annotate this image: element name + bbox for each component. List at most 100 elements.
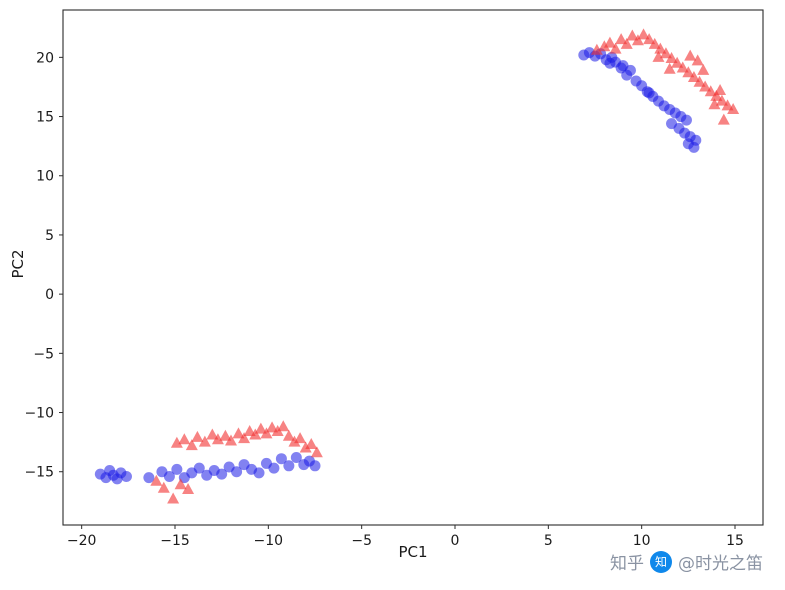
data-point-triangle xyxy=(615,33,628,45)
data-point-triangle xyxy=(294,432,307,444)
data-point-circle xyxy=(231,466,243,478)
x-tick-label: 0 xyxy=(451,533,460,549)
data-point-triangle xyxy=(717,113,730,125)
data-point-triangle xyxy=(282,429,295,441)
data-point-triangle xyxy=(170,436,183,448)
y-tick-label: −5 xyxy=(33,346,54,362)
x-tick-label: −5 xyxy=(351,533,372,549)
data-point-triangle xyxy=(157,481,170,493)
data-point-triangle xyxy=(225,434,237,446)
data-point-triangle xyxy=(727,102,740,114)
data-point-triangle xyxy=(243,424,256,436)
y-tick-label: −10 xyxy=(24,406,54,422)
data-point-triangle xyxy=(174,478,187,490)
y-tick-label: 10 xyxy=(36,169,54,185)
y-tick-label: −15 xyxy=(24,465,54,481)
data-point-circle xyxy=(171,463,183,475)
data-point-triangle xyxy=(310,446,323,458)
x-axis-label: PC1 xyxy=(398,543,428,561)
data-point-circle xyxy=(253,467,265,479)
data-point-circle xyxy=(283,460,295,472)
zhihu-logo-glyph: 知 xyxy=(654,554,667,569)
data-point-triangle xyxy=(663,62,676,74)
data-point-triangle xyxy=(305,437,318,449)
x-tick-label: −15 xyxy=(160,533,190,549)
data-point-circle xyxy=(604,57,616,69)
y-tick-label: 20 xyxy=(36,50,54,66)
data-point-triangle xyxy=(198,435,211,447)
data-point-triangle xyxy=(206,428,219,440)
data-point-triangle xyxy=(249,428,262,440)
data-point-triangle xyxy=(643,33,656,45)
data-point-triangle xyxy=(191,430,204,442)
watermark-prefix: 知乎 xyxy=(610,554,644,574)
data-point-circle xyxy=(643,87,655,99)
data-point-circle xyxy=(666,118,678,130)
data-point-triangle xyxy=(609,42,622,54)
data-point-triangle xyxy=(659,47,672,59)
data-point-triangle xyxy=(631,34,644,46)
data-point-circle xyxy=(193,462,205,474)
data-point-triangle xyxy=(637,28,650,40)
data-point-triangle xyxy=(603,36,616,48)
data-point-triangle xyxy=(626,29,639,41)
data-point-triangle xyxy=(708,98,721,110)
data-point-circle xyxy=(290,452,302,464)
data-point-circle xyxy=(275,453,287,465)
data-point-circle xyxy=(120,470,132,482)
data-point-triangle xyxy=(598,40,611,52)
data-point-circle xyxy=(309,460,321,472)
data-point-circle xyxy=(143,472,155,484)
data-point-triangle xyxy=(590,43,603,55)
data-point-triangle xyxy=(238,432,251,444)
y-axis-label: PC2 xyxy=(9,249,27,279)
data-point-triangle xyxy=(654,42,667,54)
data-point-triangle xyxy=(704,85,717,97)
data-point-triangle xyxy=(620,37,633,49)
data-point-triangle xyxy=(271,424,284,436)
data-point-triangle xyxy=(260,427,273,439)
data-point-triangle xyxy=(648,37,661,49)
data-point-triangle xyxy=(232,427,245,439)
data-point-triangle xyxy=(288,435,301,447)
data-point-triangle xyxy=(178,433,191,445)
y-tick-label: 15 xyxy=(36,110,54,126)
data-point-triangle xyxy=(167,492,180,504)
data-point-triangle xyxy=(277,420,290,432)
data-point-triangle xyxy=(693,75,706,87)
data-point-triangle xyxy=(697,63,710,75)
data-point-circle xyxy=(216,468,228,480)
data-point-triangle xyxy=(211,433,224,445)
data-point-triangle xyxy=(150,474,163,486)
data-point-triangle xyxy=(671,56,684,68)
data-point-triangle xyxy=(652,50,665,62)
data-point-triangle xyxy=(721,99,734,111)
data-point-triangle xyxy=(665,52,678,64)
data-point-triangle xyxy=(185,439,198,451)
data-point-triangle xyxy=(182,482,195,494)
axes-frame xyxy=(62,9,764,526)
x-tick-label: −10 xyxy=(254,533,284,549)
zhihu-logo-icon: 知 xyxy=(650,550,672,573)
x-tick-label: 10 xyxy=(633,533,651,549)
data-point-circle xyxy=(617,60,629,72)
x-tick-label: 15 xyxy=(726,533,744,549)
data-point-circle xyxy=(268,462,280,474)
x-tick-label: 5 xyxy=(544,533,553,549)
data-point-circle xyxy=(163,470,175,482)
watermark: 知乎 知 @时光之笛 xyxy=(610,549,763,574)
data-point-triangle xyxy=(699,80,712,92)
data-point-triangle xyxy=(219,429,232,441)
data-point-triangle xyxy=(714,84,727,96)
data-point-triangle xyxy=(682,66,695,78)
x-tick-label: −20 xyxy=(67,533,97,549)
data-point-circle xyxy=(688,141,700,153)
y-tick-label: 0 xyxy=(45,287,54,303)
data-point-circle xyxy=(680,114,692,126)
data-point-triangle xyxy=(299,441,312,453)
data-point-triangle xyxy=(710,89,723,101)
data-point-triangle xyxy=(691,54,704,66)
y-tick-label: 5 xyxy=(45,228,54,244)
